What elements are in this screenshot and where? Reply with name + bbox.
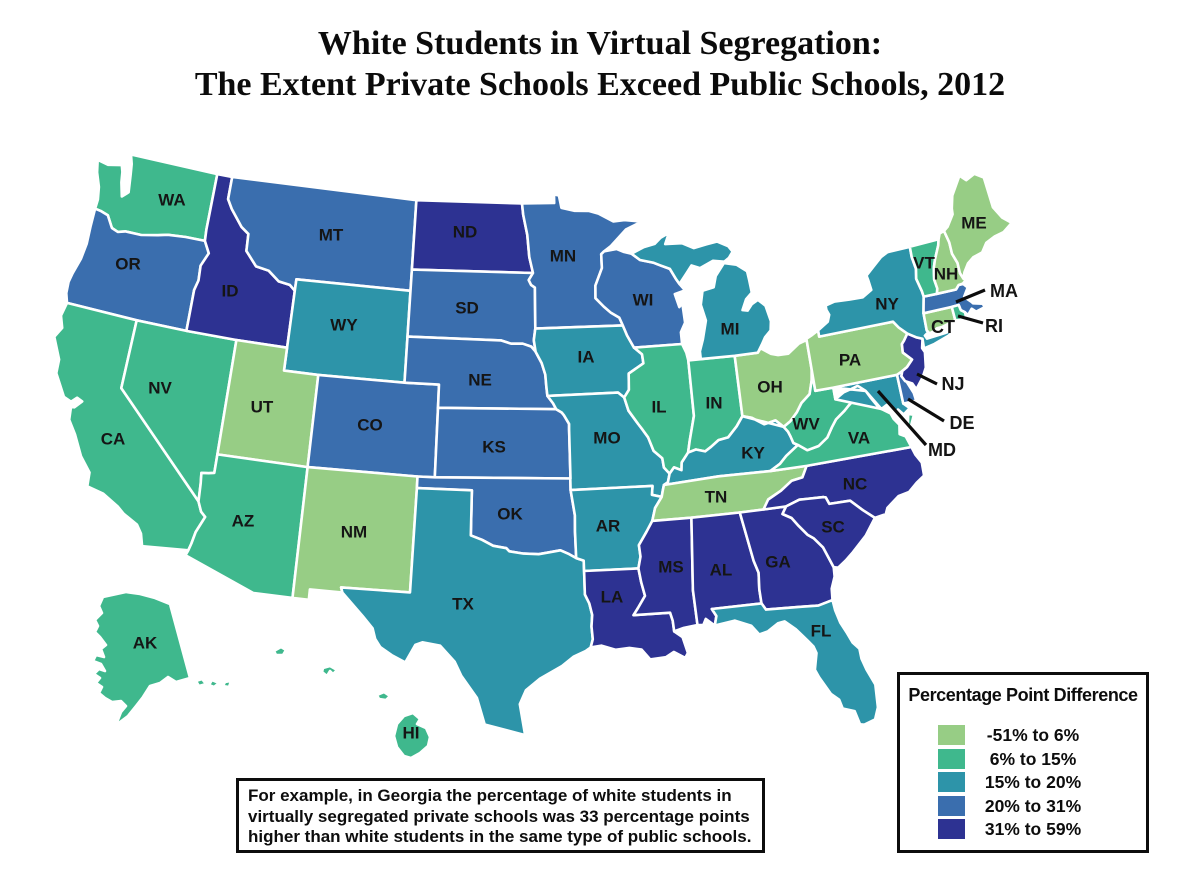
state-AZ <box>184 453 309 600</box>
legend-item: -51% to 6% <box>900 725 1146 746</box>
state-label-KS: KS <box>482 438 506 457</box>
state-label-SC: SC <box>821 518 845 537</box>
state-label-RI: RI <box>985 316 1003 336</box>
state-label-GA: GA <box>765 553 791 572</box>
state-FL <box>710 598 880 726</box>
state-TX <box>339 486 595 737</box>
state-label-IN: IN <box>706 394 723 413</box>
state-ME <box>942 172 1013 280</box>
state-label-NJ: NJ <box>941 374 964 394</box>
state-label-MI: MI <box>721 320 740 339</box>
state-label-FL: FL <box>811 622 832 641</box>
state-label-NC: NC <box>843 475 868 494</box>
state-label-CO: CO <box>357 416 383 435</box>
state-label-CT: CT <box>931 317 955 337</box>
state-label-IA: IA <box>578 348 595 367</box>
state-label-NE: NE <box>468 371 492 390</box>
state-MI <box>630 231 773 361</box>
caption-text: For example, in Georgia the percentage o… <box>248 786 752 846</box>
state-label-MO: MO <box>593 429 620 448</box>
legend-body: -51% to 6% 6% to 15% 15% to 20% 20% to 3… <box>900 725 1146 850</box>
state-labels-layer: WA OR CA NV ID MT WY UT AZ NM CO ND SD N… <box>101 191 987 743</box>
legend-swatch <box>938 725 965 745</box>
state-label-OH: OH <box>757 378 783 397</box>
state-label-NV: NV <box>148 379 172 398</box>
state-label-NM: NM <box>341 523 367 542</box>
state-HI <box>272 645 432 760</box>
legend-label: 15% to 20% <box>984 772 1082 792</box>
state-label-AZ: AZ <box>232 512 255 531</box>
state-SC <box>781 495 877 569</box>
state-label-TX: TX <box>452 595 474 614</box>
state-label-MA: MA <box>990 281 1018 301</box>
legend-label: 6% to 15% <box>989 748 1077 769</box>
legend-item: 20% to 31% <box>900 795 1146 817</box>
legend-swatch <box>938 772 965 792</box>
state-label-ID: ID <box>222 282 239 301</box>
state-AK <box>91 590 233 727</box>
state-label-LA: LA <box>601 588 624 607</box>
callouts-layer: MA RI CT NJ DE MD <box>876 281 1018 460</box>
states-layer <box>53 153 1013 760</box>
map-title-line1: White Students in Virtual Segregation: <box>317 25 883 62</box>
legend-item: 31% to 59% <box>900 819 1146 840</box>
legend-label: 31% to 59% <box>984 819 1082 839</box>
legend-swatch <box>938 819 965 839</box>
state-label-PA: PA <box>839 351 861 370</box>
leader-line-MD <box>876 389 928 447</box>
state-label-NY: NY <box>875 295 899 314</box>
state-label-UT: UT <box>251 398 274 417</box>
legend-swatch <box>938 795 965 816</box>
state-label-WI: WI <box>633 291 654 310</box>
state-label-WY: WY <box>330 316 358 335</box>
state-label-MD: MD <box>928 440 956 460</box>
map-title-line2: The Extent Private Schools Exceed Public… <box>194 66 1006 103</box>
caption-box: For example, in Georgia the percentage o… <box>236 778 765 853</box>
state-label-NH: NH <box>934 265 959 284</box>
state-label-MN: MN <box>550 247 576 266</box>
leader-line-RI <box>957 314 984 325</box>
legend-label: -51% to 6% <box>986 725 1080 745</box>
state-label-WA: WA <box>158 191 185 210</box>
state-label-IL: IL <box>651 398 666 417</box>
state-label-TN: TN <box>705 488 728 507</box>
leader-line-MA <box>955 288 986 304</box>
state-label-MS: MS <box>658 558 684 577</box>
state-label-KY: KY <box>741 444 765 463</box>
state-label-HI: HI <box>403 724 420 743</box>
state-label-AR: AR <box>596 517 621 536</box>
state-label-VA: VA <box>848 429 870 448</box>
state-label-SD: SD <box>455 299 479 318</box>
legend: Percentage Point Difference -51% to 6% 6… <box>897 672 1149 853</box>
legend-item: 6% to 15% <box>900 748 1146 770</box>
state-label-OR: OR <box>115 255 141 274</box>
state-label-ND: ND <box>453 223 478 242</box>
map-title: White Students in Virtual Segregation: T… <box>0 23 1200 105</box>
leader-line-DE <box>907 397 945 423</box>
state-label-WV: WV <box>792 415 820 434</box>
state-label-AK: AK <box>133 634 158 653</box>
legend-label: 20% to 31% <box>984 795 1082 816</box>
state-label-DE: DE <box>949 413 974 433</box>
leader-line-NJ <box>916 372 938 386</box>
state-label-VT: VT <box>913 254 935 273</box>
state-label-AL: AL <box>710 561 733 580</box>
legend-swatch <box>938 748 965 769</box>
state-label-MT: MT <box>319 226 344 245</box>
legend-item: 15% to 20% <box>900 772 1146 793</box>
legend-title: Percentage Point Difference <box>908 685 1138 705</box>
state-label-CA: CA <box>101 430 126 449</box>
state-label-ME: ME <box>961 214 987 233</box>
state-label-OK: OK <box>497 505 523 524</box>
